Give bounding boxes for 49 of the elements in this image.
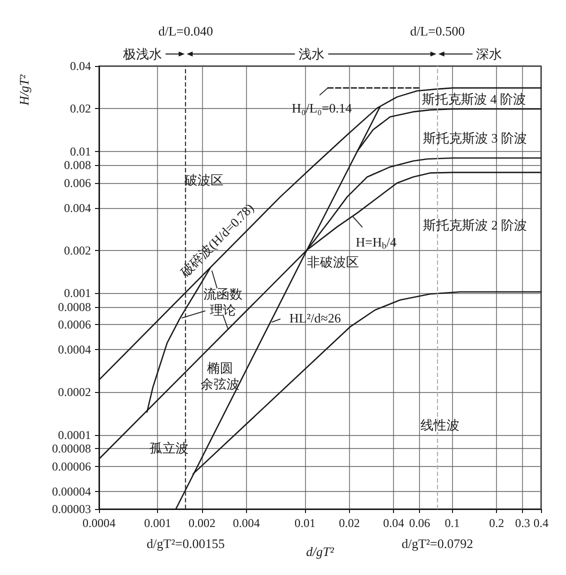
x-tick-label: 0.01 [294, 516, 316, 530]
annotation: 椭圆余弦波 [200, 360, 240, 392]
x-tick-label: 0.002 [188, 516, 216, 530]
annotation: 孤立波 [150, 440, 189, 456]
text: 极浅水 [122, 46, 162, 62]
x-tick-label: 0.02 [338, 516, 360, 530]
y-tick-label: 0.0006 [58, 318, 91, 332]
text: d/L=0.040 [158, 24, 213, 38]
text: 深水 [476, 46, 502, 62]
y-tick-label: 0.0004 [58, 342, 91, 357]
y-tick-label: 0.00003 [52, 502, 91, 516]
x-tick-label: 0.004 [232, 516, 260, 530]
x-tick-label: 0.06 [409, 516, 430, 530]
annotation: 斯托克斯波 4 阶波 [422, 92, 526, 107]
annotation: 线性波 [420, 418, 460, 433]
annotation: H₀/L₀=0.14 [292, 100, 352, 116]
y-tick-label: 0.008 [64, 158, 91, 172]
x-tick-label: 0.0004 [82, 516, 116, 530]
y-tick-label: 0.02 [70, 102, 91, 116]
x-tick-label: 0.4 [534, 516, 548, 530]
y-tick-label: 0.04 [70, 59, 91, 73]
annotation: 流函数理论 [203, 286, 242, 318]
y-tick-label: 0.00006 [52, 459, 91, 474]
ref-line-label: d/gT²=0.00155 [146, 536, 225, 551]
annotation: 斯托克斯波 3 阶波 [423, 130, 528, 146]
annotation: 非破波区 [306, 254, 359, 270]
y-tick-label: 0.0001 [58, 428, 91, 442]
y-tick-label: 0.006 [64, 176, 91, 190]
x-tick-label: 0.001 [144, 516, 172, 530]
text: d/L=0.500 [410, 24, 465, 38]
y-tick-label: 0.00004 [52, 484, 91, 498]
annotation: 斯托克斯波 2 阶波 [423, 217, 528, 232]
text: 浅水 [298, 46, 325, 62]
y-tick-label: 0.0002 [58, 385, 91, 400]
x-tick-label: 0.1 [444, 516, 460, 530]
x-tick-label: 0.2 [489, 516, 504, 530]
y-axis-title: H/gT² [16, 74, 32, 106]
annotation: HL²/d≈26 [289, 310, 342, 326]
y-tick-label: 0.00008 [52, 442, 91, 456]
x-tick-label: 0.3 [515, 516, 530, 530]
y-tick-label: 0.001 [64, 286, 91, 300]
ref-line-label: d/gT²=0.0792 [402, 536, 474, 551]
x-tick-label: 0.04 [383, 516, 404, 530]
y-tick-label: 0.0008 [58, 300, 91, 314]
y-tick-label: 0.004 [64, 200, 91, 215]
x-axis-title: d/gT² [306, 544, 335, 559]
y-tick-label: 0.002 [64, 243, 91, 258]
annotation: 破波区 [184, 172, 224, 188]
y-tick-label: 0.01 [70, 144, 91, 158]
